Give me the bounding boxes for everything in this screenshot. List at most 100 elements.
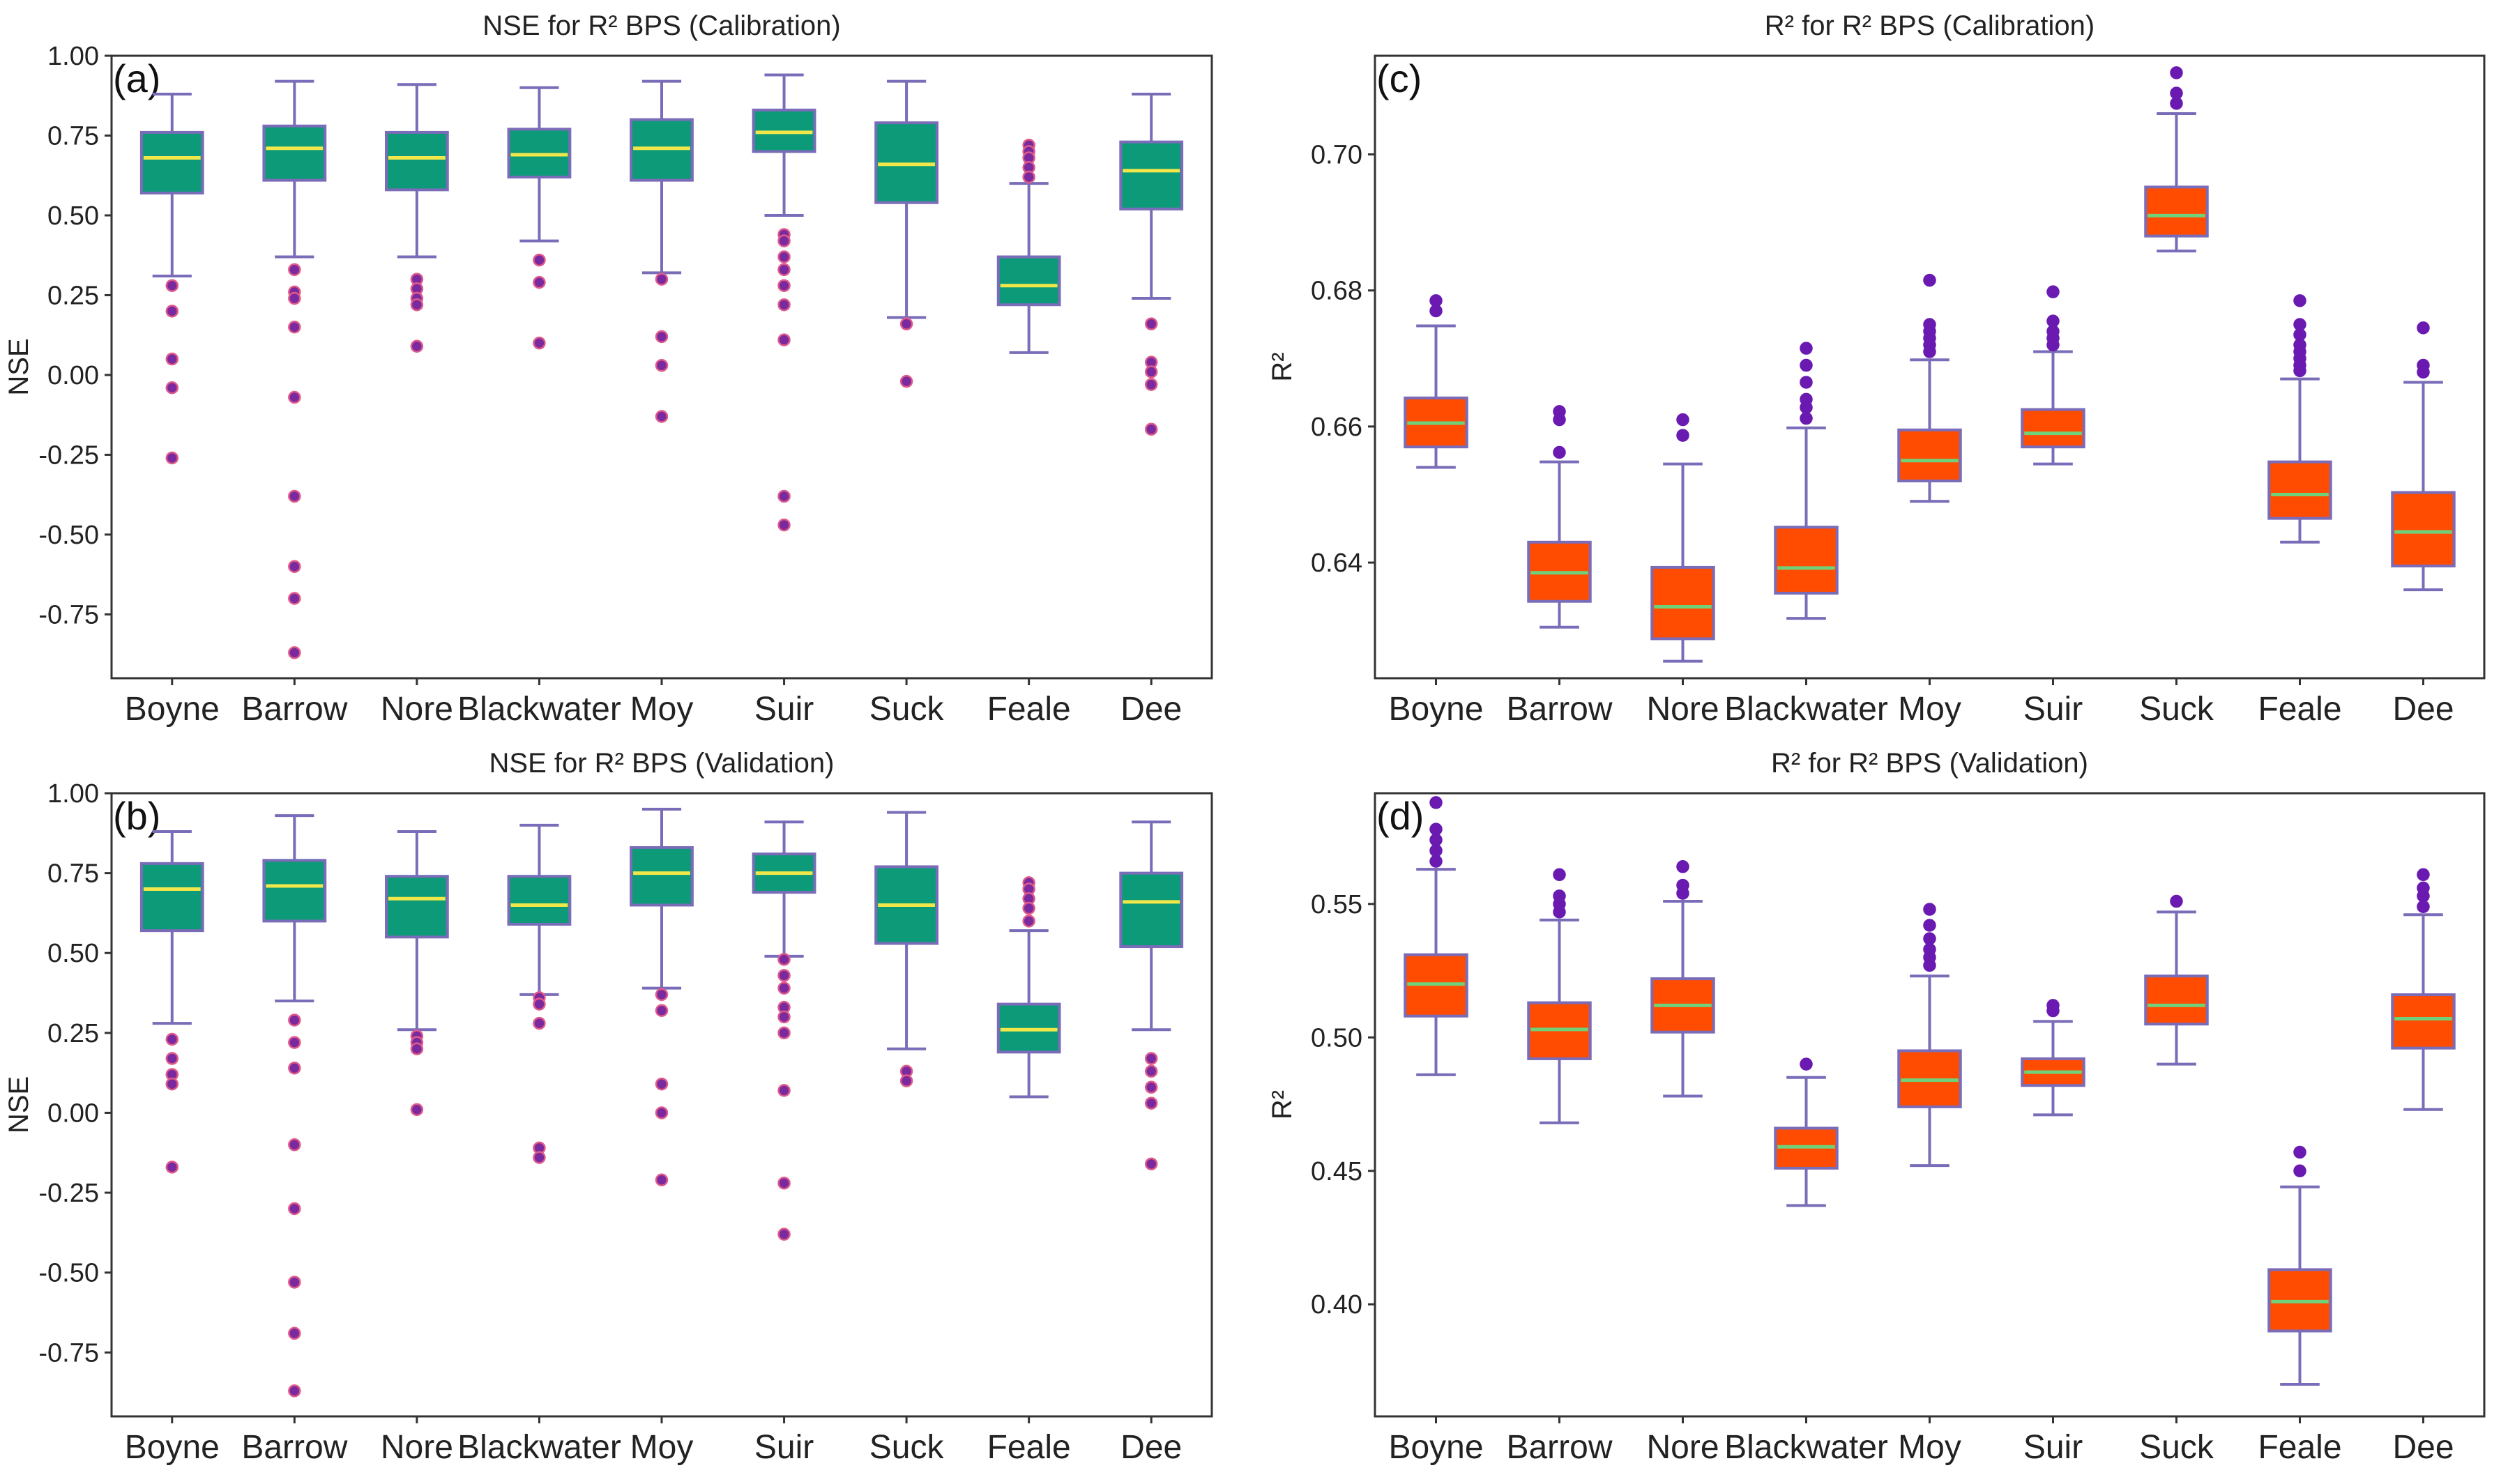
box-moy: [1897, 273, 1962, 503]
panel-label: (c): [1376, 56, 1422, 100]
iqr-box: [996, 255, 1061, 307]
outlier-point: [1144, 1157, 1158, 1171]
outlier-point: [1800, 1057, 1813, 1071]
y-tick-label: -0.75: [38, 1338, 99, 1368]
outlier-point: [165, 279, 179, 292]
outlier-point: [1923, 932, 1936, 945]
outlier-point: [1800, 392, 1813, 406]
y-tick-label: 0.25: [47, 1019, 99, 1048]
x-tick-label: Feale: [2258, 691, 2341, 728]
outlier-point: [410, 298, 424, 312]
outlier-point: [1429, 823, 1443, 836]
outlier-point: [1022, 901, 1035, 915]
x-tick-label: Nore: [1646, 691, 1719, 728]
outlier-point: [1676, 860, 1689, 873]
x-tick-label: Dee: [2392, 691, 2454, 728]
box-suck: [874, 79, 938, 388]
y-tick-label: -0.25: [38, 1179, 99, 1208]
outlier-point: [165, 1052, 179, 1065]
box-dee: [2391, 868, 2456, 1111]
outlier-point: [2046, 314, 2060, 328]
outlier-point: [1553, 889, 1566, 903]
outlier-point: [777, 234, 791, 247]
outlier-point: [2417, 358, 2430, 372]
box-feale: [2267, 1145, 2332, 1386]
outlier-point: [777, 298, 791, 312]
x-tick-label: Barrow: [1506, 1429, 1612, 1466]
outlier-point: [2293, 294, 2306, 307]
outlier-point: [1923, 919, 1936, 932]
y-tick-label: 0.00: [47, 1099, 99, 1128]
outlier-point: [288, 592, 301, 605]
x-tick-label: Suir: [2023, 1429, 2083, 1466]
outlier-point: [288, 1202, 301, 1216]
outlier-point: [533, 253, 546, 267]
iqr-box: [1119, 140, 1184, 211]
iqr-box: [2391, 993, 2456, 1050]
x-tick-label: Suck: [869, 1429, 945, 1466]
outlier-point: [2170, 86, 2183, 100]
x-tick-label: Feale: [987, 691, 1071, 728]
x-tick-label: Feale: [2258, 1429, 2341, 1466]
y-tick-label: 0.45: [1311, 1157, 1362, 1186]
y-axis-label: R²: [1267, 352, 1298, 381]
x-tick-label: Suir: [2023, 691, 2083, 728]
box-boyne: [1404, 294, 1468, 469]
outlier-point: [165, 1032, 179, 1046]
box-feale: [2267, 294, 2332, 544]
iqr-box: [2267, 460, 2332, 520]
outlier-point: [899, 1074, 913, 1087]
box-moy: [630, 807, 694, 1186]
box-suir: [752, 73, 816, 532]
outlier-point: [655, 988, 669, 1002]
box-dee: [1119, 92, 1184, 436]
y-tick-label: -0.50: [38, 521, 99, 550]
x-tick-label: Moy: [630, 691, 694, 728]
iqr-box: [1774, 526, 1839, 595]
x-tick-label: Barrow: [1506, 691, 1612, 728]
outlier-point: [777, 489, 791, 503]
outlier-point: [655, 330, 669, 344]
outlier-point: [1144, 1096, 1158, 1110]
outlier-point: [655, 1173, 669, 1186]
outlier-point: [410, 1103, 424, 1117]
outlier-point: [2170, 894, 2183, 908]
outlier-point: [655, 1004, 669, 1018]
outlier-point: [1144, 1080, 1158, 1094]
y-tick-label: 0.00: [47, 361, 99, 390]
outlier-point: [1429, 844, 1443, 857]
box-barrow: [262, 79, 327, 659]
x-tick-label: Barrow: [241, 1429, 347, 1466]
outlier-point: [1144, 1052, 1158, 1065]
box-moy: [1897, 903, 1962, 1168]
iqr-box: [1897, 428, 1962, 482]
x-tick-label: Dee: [2392, 1429, 2454, 1466]
x-tick-label: Blackwater: [1724, 1429, 1888, 1466]
y-tick-label: 0.75: [47, 859, 99, 889]
box-dee: [1119, 820, 1184, 1171]
outlier-point: [2417, 900, 2430, 913]
y-tick-label: 0.50: [1311, 1023, 1362, 1053]
outlier-point: [899, 317, 913, 330]
outlier-point: [533, 336, 546, 350]
box-blackwater: [1774, 342, 1839, 620]
iqr-box: [2144, 974, 2209, 1026]
y-tick-label: -0.50: [38, 1259, 99, 1288]
outlier-point: [899, 374, 913, 388]
x-tick-label: Nore: [1646, 1429, 1719, 1466]
y-tick-label: 0.50: [47, 201, 99, 231]
outlier-point: [165, 352, 179, 366]
box-barrow: [262, 814, 327, 1398]
panel--b-: NSE for R² BPS (Validation)(b)1.000.750.…: [3, 748, 1213, 1466]
y-tick-label: 0.55: [1311, 890, 1362, 919]
iqr-box: [262, 859, 327, 923]
y-tick-label: 1.00: [47, 779, 99, 809]
x-tick-label: Boyne: [1388, 691, 1483, 728]
outlier-point: [165, 381, 179, 395]
box-blackwater: [507, 86, 572, 350]
outlier-point: [1429, 294, 1443, 307]
outlier-point: [2046, 999, 2060, 1012]
box-boyne: [139, 92, 204, 465]
box-nore: [385, 83, 449, 353]
outlier-point: [1676, 413, 1689, 427]
